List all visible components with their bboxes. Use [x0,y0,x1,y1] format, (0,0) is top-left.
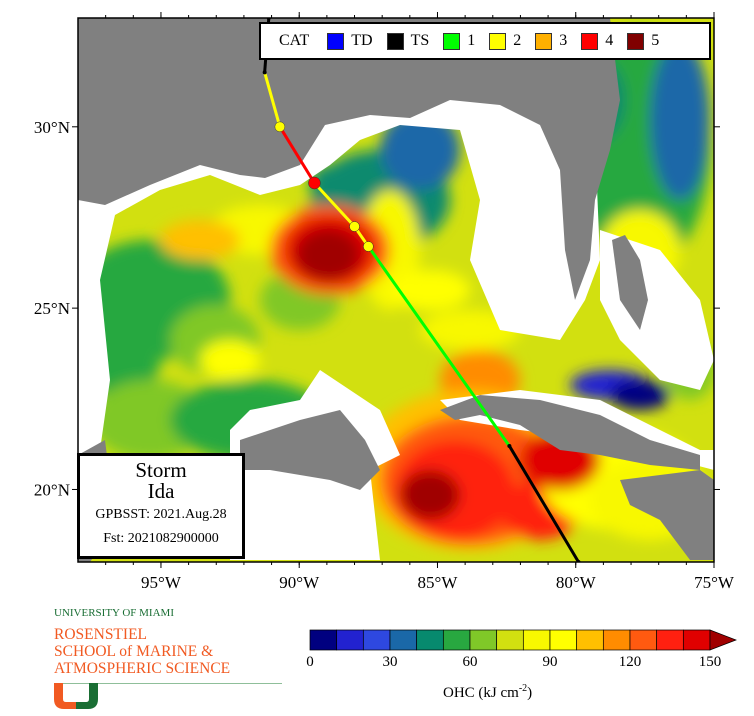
track-segment [313,181,356,228]
track-segment [367,245,511,447]
legend-item-td: TD [327,32,373,50]
track-node [262,70,267,75]
school-name-line3: ATMOSPHERIC SCIENCE [54,660,231,677]
legend-swatch [489,32,507,50]
colorbar-title: OHC (kJ cm-2) [443,683,533,701]
land-mass [240,410,380,490]
colorbar-tick-label: 30 [382,654,398,670]
lon-label: 85°W [418,573,459,592]
storm-name: Ida [147,479,175,503]
legend-swatch [627,32,645,50]
ohc-contour [650,40,710,200]
legend-label: 3 [559,32,568,49]
colorbar-segment [496,629,524,651]
legend-swatch [386,32,404,50]
colorbar-segment [336,629,364,651]
land-mass [78,18,620,300]
legend-title: CAT [279,32,310,49]
ohc-colorbar [309,629,737,651]
school-name-line1: ROSENSTIEL [54,626,147,643]
u-logo-icon [54,683,98,709]
legend-label: 1 [467,32,476,49]
ohc-map: 95°W 90°W 85°W 80°W 75°W 30°N 25°N 20°N [34,12,735,592]
colorbar-segment [416,629,444,651]
colorbar-tick-label: 120 [618,654,642,670]
legend-swatch [443,32,461,50]
land-mass [440,395,700,470]
ohc-contour [380,110,460,190]
lon-label: 95°W [141,573,182,592]
ohc-contour [90,380,210,460]
map-frame [77,17,715,563]
colorbar-segment [362,629,391,651]
colorbar-segment [309,629,338,651]
legend-label: TS [410,32,430,49]
legend-label: 4 [605,32,614,49]
university-logo: UNIVERSITY OF MIAMI ROSENSTIEL SCHOOL of… [54,607,282,684]
legend-swatch [535,32,553,50]
legend-item-ts: TS [386,32,430,50]
lat-label: 25°N [34,299,70,318]
land-mass [612,235,648,330]
ohc-contour [390,270,470,310]
colorbar-segment [389,629,418,651]
track-point [308,176,321,190]
colorbar-segment [576,629,604,651]
colorbar-segment [442,629,471,651]
lon-label: 75°W [694,573,735,592]
legend-swatch [327,32,345,50]
legend-item-3: 3 [535,32,567,50]
ohc-contour [296,229,360,281]
lon-label: 90°W [279,573,320,592]
legend-label: 5 [651,32,660,49]
colorbar-segment [629,629,658,651]
ohc-contour [160,220,240,260]
track-segment [508,445,580,562]
lon-label: 80°W [556,573,597,592]
colorbar-segment [522,629,551,651]
legend-item-4: 4 [581,32,613,50]
legend-swatch [581,32,599,50]
track-node [507,443,512,448]
legend-item-5: 5 [627,32,659,50]
colorbar-segment [656,629,684,651]
track-point [363,241,374,252]
ohc-contour [420,310,520,350]
legend-label: TD [351,32,373,49]
divider [54,683,282,684]
colorbar-tick-label: 150 [698,654,722,670]
colorbar-tick-label: 0 [306,654,314,670]
colorbar-segment [682,629,711,651]
colorbar-tick-label: 60 [462,654,478,670]
ohc-contour [200,340,260,380]
map-layers [78,18,714,562]
colorbar-tick-label: 90 [542,654,558,670]
storm-info-box: Storm Ida GPBSST: 2021.Aug.28 Fst: 20210… [77,453,245,559]
track-segment [263,71,282,128]
legend-label: 2 [513,32,522,49]
colorbar-over-arrow [709,629,737,651]
track-point [274,121,286,133]
track-point [349,221,360,232]
ohc-contour [610,380,670,410]
university-name: UNIVERSITY OF MIAMI [54,607,174,619]
track-segment [278,126,316,184]
colorbar-segment [469,629,498,651]
ohc-contour [400,470,460,520]
category-legend: CAT TD TS 1 2 3 4 5 [259,22,711,60]
lat-label: 30°N [34,118,70,137]
colorbar-segment [549,629,578,651]
forecast-time: Fst: 2021082900000 [103,531,219,546]
school-name-line2: SCHOOL of MARINE & [54,643,214,660]
storm-label: Storm [135,458,187,482]
lat-label: 20°N [34,480,70,499]
land-mass [620,470,714,560]
legend-item-1: 1 [443,32,475,50]
legend-item-2: 2 [489,32,521,50]
analysis-date: GPBSST: 2021.Aug.28 [95,507,227,522]
colorbar-segment [602,629,631,651]
